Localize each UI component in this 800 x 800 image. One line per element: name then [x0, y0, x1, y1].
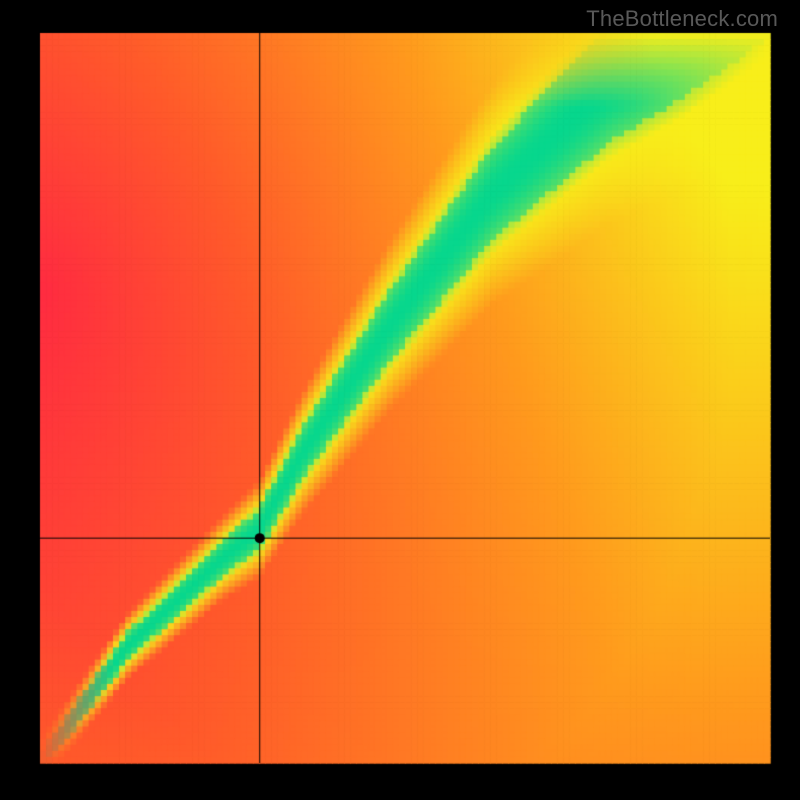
- chart-container: TheBottleneck.com: [0, 0, 800, 800]
- watermark-text: TheBottleneck.com: [586, 6, 778, 32]
- heatmap-canvas: [0, 0, 800, 800]
